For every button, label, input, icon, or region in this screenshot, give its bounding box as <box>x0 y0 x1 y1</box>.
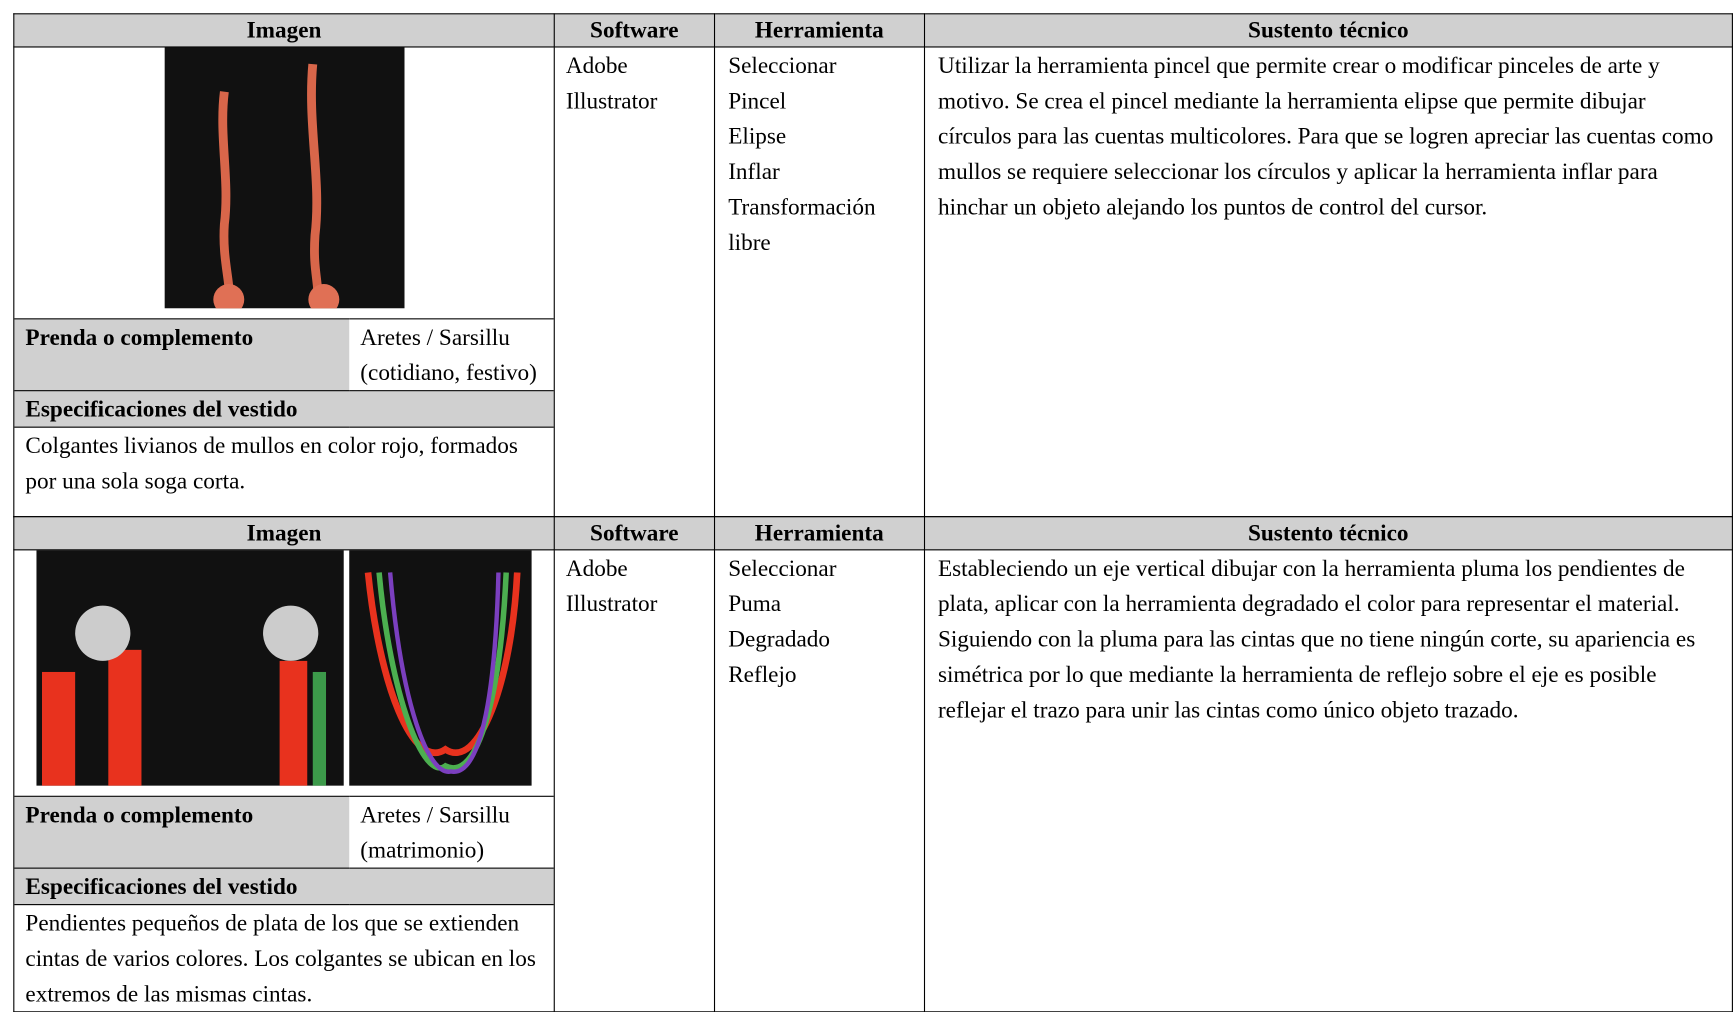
tool: Inflar <box>728 158 780 185</box>
image-cell: Prenda o complemento Aretes / Sarsillu (c… <box>13 46 555 518</box>
tool: Transformación libre <box>728 193 876 256</box>
value: Aretes / Sarsillu (cotidiano, festivo) <box>349 318 554 392</box>
label: Especificaciones del vestido <box>14 390 554 428</box>
photo <box>164 47 405 315</box>
value: Aretes / Sarsillu (matrimonio) <box>349 795 554 869</box>
text: Colgantes livianos de mullos en color ro… <box>14 426 554 499</box>
tool: Seleccionar <box>728 51 837 79</box>
tool: Pincel <box>728 87 787 114</box>
details: Prenda o complemento Aretes / Sarsillu (m… <box>14 795 554 1012</box>
sustento: Utilizar la herramienta pincel que permi… <box>923 46 1733 518</box>
tool: Elipse <box>728 122 787 150</box>
tools: Seleccionar Pincel Elipse Inflar Transformac… <box>713 46 925 518</box>
column-header: Sustento técnico <box>923 516 1733 551</box>
column-header: Software <box>553 516 715 551</box>
label: Prenda o complemento <box>14 795 350 869</box>
label: Prenda o complemento <box>14 318 350 392</box>
section-table: Imagen Software Herramienta Sustento técnic… <box>13 516 1733 1012</box>
column-header: Imagen <box>13 13 555 48</box>
section-table: Imagen Software Herramienta Sustento técnic… <box>13 13 1733 518</box>
tools: Seleccionar Puma Degradado Reflejo <box>713 549 925 1012</box>
software: Adobe Illustrator <box>553 46 715 518</box>
tool: Puma <box>728 590 782 617</box>
tool: Degradado <box>728 625 831 653</box>
column-header: Imagen <box>13 516 555 551</box>
column-header: Software <box>553 13 715 48</box>
tool: Reflejo <box>728 660 797 688</box>
column-header: Herramienta <box>713 516 925 551</box>
text: Pendientes pequeños de plata de los que … <box>14 904 554 1012</box>
details: Prenda o complemento Aretes / Sarsillu (c… <box>14 318 554 499</box>
label: Especificaciones del vestido <box>14 867 554 906</box>
column-header: Herramienta <box>713 13 925 48</box>
software: Adobe Illustrator <box>553 549 715 1012</box>
column-header: Sustento técnico <box>923 13 1733 48</box>
image-cell: Prenda o complemento Aretes / Sarsillu (m… <box>13 549 555 1012</box>
sustento: Estableciendo un eje vertical dibujar co… <box>923 549 1733 1012</box>
tool: Seleccionar <box>728 554 837 582</box>
photo <box>36 550 532 786</box>
